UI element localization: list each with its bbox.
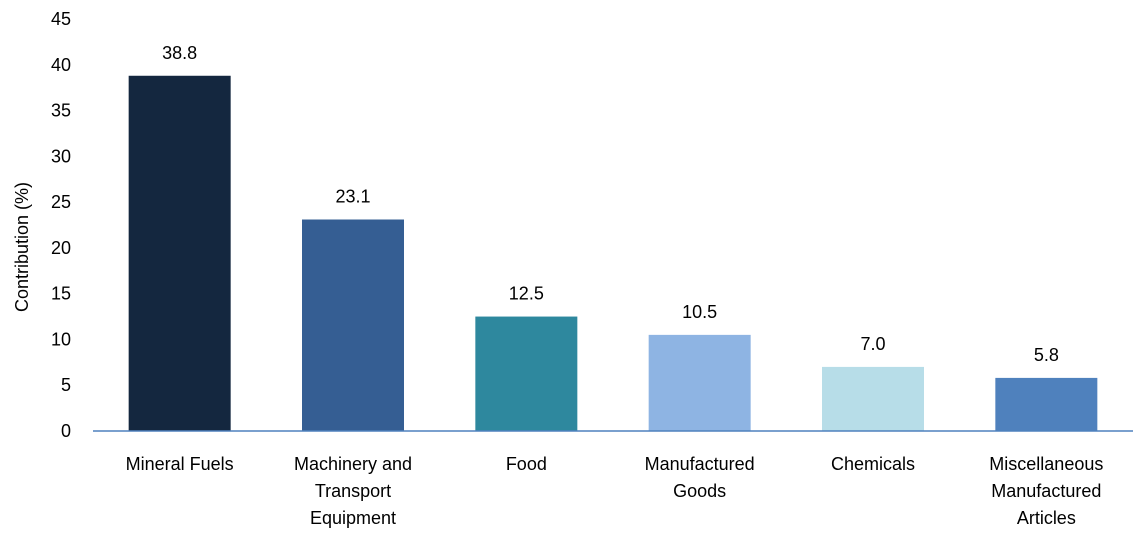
- bar-manufactured-goods: [648, 334, 751, 431]
- data-label: 10.5: [682, 302, 717, 322]
- data-labels-group: 38.8 23.1 12.5 10.5 7.0 5.8: [162, 43, 1059, 365]
- x-tick-label: Manufactured: [991, 481, 1101, 501]
- x-tick-label: Goods: [673, 481, 726, 501]
- bar-chemicals: [822, 366, 924, 431]
- bar-mineral-fuels: [128, 75, 231, 432]
- x-tick-label: Food: [506, 454, 547, 474]
- y-tick-label: 40: [51, 55, 71, 75]
- y-axis-ticks: 0 5 10 15 20 25 30 35 40 45: [51, 9, 71, 441]
- x-tick-label: Transport: [315, 481, 391, 501]
- data-label: 23.1: [335, 187, 370, 207]
- x-tick-label: Mineral Fuels: [126, 454, 234, 474]
- x-axis-labels: Mineral Fuels Machinery and Transport Equip…: [126, 454, 1104, 528]
- bar-machinery-and-transport-equipment: [302, 219, 404, 431]
- data-label: 5.8: [1034, 345, 1059, 365]
- data-label: 12.5: [509, 284, 544, 304]
- y-tick-label: 5: [61, 375, 71, 395]
- y-tick-label: 10: [51, 329, 71, 349]
- y-tick-label: 30: [51, 146, 71, 166]
- bar-food: [475, 316, 578, 431]
- bar-miscellaneous-manufactured-articles: [995, 377, 1098, 431]
- y-tick-label: 15: [51, 284, 71, 304]
- y-tick-label: 35: [51, 101, 71, 121]
- x-tick-label: Machinery and: [294, 454, 412, 474]
- y-tick-label: 45: [51, 9, 71, 29]
- bars-group: [128, 75, 1098, 432]
- y-axis-title: Contribution (%): [12, 182, 32, 312]
- data-label: 38.8: [162, 43, 197, 63]
- x-tick-label: Equipment: [310, 508, 396, 528]
- x-tick-label: Miscellaneous: [989, 454, 1103, 474]
- x-tick-label: Articles: [1017, 508, 1076, 528]
- x-tick-label: Chemicals: [831, 454, 915, 474]
- x-tick-label: Manufactured: [645, 454, 755, 474]
- y-tick-label: 20: [51, 238, 71, 258]
- y-tick-label: 25: [51, 192, 71, 212]
- data-label: 7.0: [860, 334, 885, 354]
- y-tick-label: 0: [61, 421, 71, 441]
